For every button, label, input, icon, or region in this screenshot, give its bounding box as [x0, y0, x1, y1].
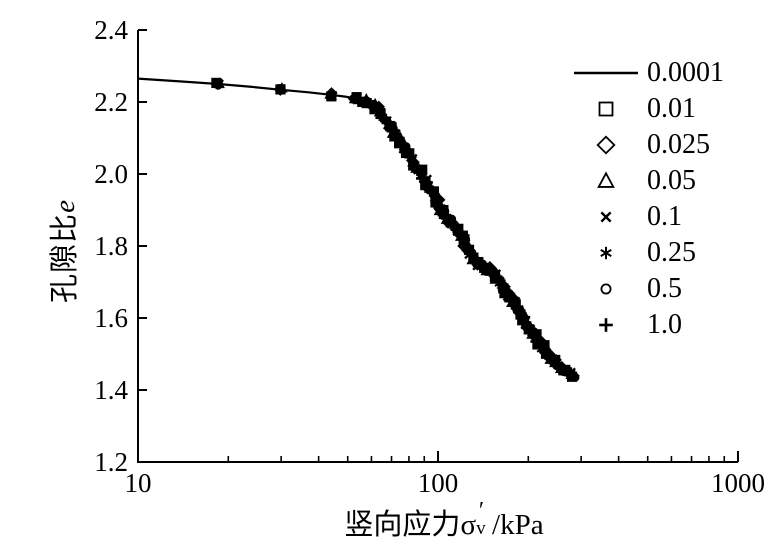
legend-item-001: 0.01: [570, 91, 724, 127]
series-line-0001: [137, 77, 575, 377]
legend-label: 0.1: [647, 201, 682, 232]
triangle-marker-icon: [570, 169, 642, 193]
x-axis-unit: /kPa: [492, 509, 544, 541]
sigma-symbol: σ: [460, 509, 477, 541]
legend-item-01: 0.1: [570, 199, 724, 235]
y-axis-title: 孔隙比e: [41, 199, 83, 303]
legend: 0.0001 0.01 0.025 0.05 0.1 0.25 0.5 1.0: [570, 55, 724, 343]
legend-label: 0.0001: [647, 57, 724, 88]
legend-item-005: 0.05: [570, 163, 724, 199]
circle-marker-icon: [570, 277, 642, 301]
void-ratio-symbol: e: [49, 199, 81, 213]
y-tick-label: 2.4: [94, 15, 128, 45]
line-sample-icon: [570, 61, 642, 85]
y-tick-label: 2.0: [94, 159, 128, 189]
y-axis-title-cn: 孔隙比: [49, 212, 81, 303]
plus-marker-icon: [570, 313, 642, 337]
x-tick-label: 10: [125, 468, 152, 498]
legend-item-10: 1.0: [570, 307, 724, 343]
legend-item-0025: 0.025: [570, 127, 724, 163]
y-tick-label: 1.8: [94, 231, 128, 261]
legend-item-05: 0.5: [570, 271, 724, 307]
legend-label: 0.025: [647, 129, 710, 160]
legend-label: 0.01: [647, 93, 696, 124]
asterisk-marker-icon: [570, 241, 642, 265]
x-axis-title: 竖向应力σ ′ v/kPa: [288, 497, 600, 543]
x-tick-label: 1000: [711, 468, 765, 498]
legend-label: 1.0: [647, 309, 682, 340]
diamond-marker-icon: [570, 133, 642, 157]
axes: [137, 29, 739, 463]
legend-label: 0.05: [647, 165, 696, 196]
y-tick-label: 2.2: [94, 87, 128, 117]
x-axis-title-cn: 竖向应力: [344, 509, 461, 541]
data-series-band: [211, 77, 580, 382]
legend-item-025: 0.25: [570, 235, 724, 271]
square-marker-icon: [570, 97, 642, 121]
legend-label: 0.5: [647, 273, 682, 304]
legend-label: 0.25: [647, 237, 696, 268]
sigma-prime-sub-v: ′ v: [476, 497, 486, 539]
x-marker-icon: [570, 205, 642, 229]
y-tick-label: 1.6: [94, 303, 128, 333]
legend-item-0001: 0.0001: [570, 55, 724, 91]
y-tick-label: 1.4: [94, 375, 128, 405]
y-tick-label: 1.2: [94, 447, 128, 477]
x-tick-label: 100: [418, 468, 459, 498]
